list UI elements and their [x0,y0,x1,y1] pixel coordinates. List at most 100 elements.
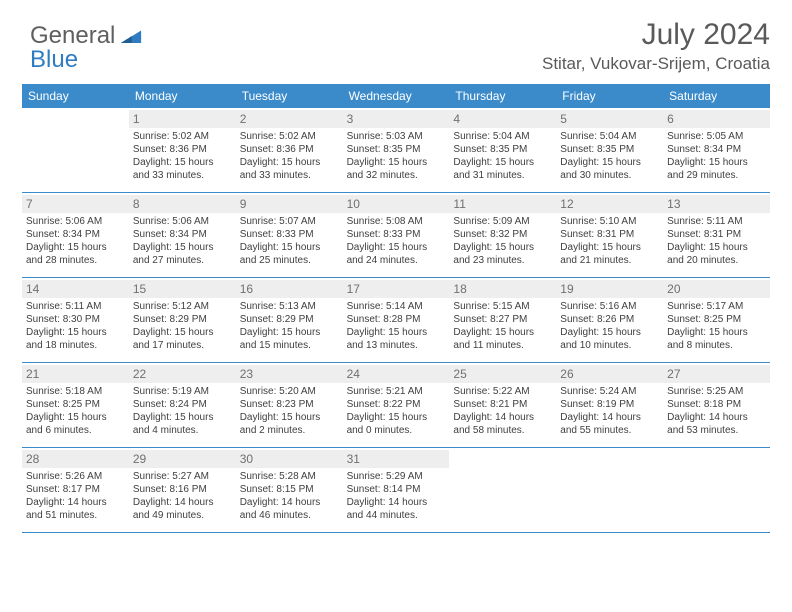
sunset-text: Sunset: 8:36 PM [240,143,339,156]
sunrise-text: Sunrise: 5:13 AM [240,300,339,313]
sunrise-text: Sunrise: 5:28 AM [240,470,339,483]
sunset-text: Sunset: 8:17 PM [26,483,125,496]
day-cell: 18Sunrise: 5:15 AMSunset: 8:27 PMDayligh… [449,278,556,362]
sunset-text: Sunset: 8:34 PM [667,143,766,156]
week-row: 14Sunrise: 5:11 AMSunset: 8:30 PMDayligh… [22,278,770,363]
day-cell: 24Sunrise: 5:21 AMSunset: 8:22 PMDayligh… [343,363,450,447]
day-cell: 1 Sunrise: 5:02 AMSunset: 8:36 PMDaylight… [129,108,236,192]
day-cell: 4Sunrise: 5:04 AMSunset: 8:35 PMDaylight… [449,108,556,192]
daylight-text: Daylight: 15 hours and 4 minutes. [133,411,232,437]
day-cell [449,448,556,532]
day-number: 27 [663,365,770,383]
day-info: Sunrise: 5:29 AMSunset: 8:14 PMDaylight:… [347,470,446,522]
day-header-row: Sunday Monday Tuesday Wednesday Thursday… [22,84,770,108]
sunset-text: Sunset: 8:15 PM [240,483,339,496]
daylight-text: Daylight: 14 hours and 49 minutes. [133,496,232,522]
day-number: 29 [129,450,236,468]
day-cell: 7Sunrise: 5:06 AMSunset: 8:34 PMDaylight… [22,193,129,277]
daylight-text: Daylight: 15 hours and 30 minutes. [560,156,659,182]
sunset-text: Sunset: 8:36 PM [133,143,232,156]
sunrise-text: Sunrise: 5:21 AM [347,385,446,398]
day-info: Sunrise: 5:11 AMSunset: 8:31 PMDaylight:… [667,215,766,267]
day-info: Sunrise: 5:26 AMSunset: 8:17 PMDaylight:… [26,470,125,522]
sunset-text: Sunset: 8:25 PM [26,398,125,411]
sunrise-text: Sunrise: 5:29 AM [347,470,446,483]
day-cell: 21Sunrise: 5:18 AMSunset: 8:25 PMDayligh… [22,363,129,447]
logo-text-b: Blue [30,46,78,73]
sunrise-text: Sunrise: 5:15 AM [453,300,552,313]
day-info: Sunrise: 5:09 AMSunset: 8:32 PMDaylight:… [453,215,552,267]
day-cell: 17Sunrise: 5:14 AMSunset: 8:28 PMDayligh… [343,278,450,362]
day-cell [22,108,129,192]
daylight-text: Daylight: 15 hours and 24 minutes. [347,241,446,267]
daylight-text: Daylight: 15 hours and 0 minutes. [347,411,446,437]
daylight-text: Daylight: 14 hours and 58 minutes. [453,411,552,437]
sunrise-text: Sunrise: 5:16 AM [560,300,659,313]
day-cell: 13 Sunrise: 5:11 AMSunset: 8:31 PMDayligh… [663,193,770,277]
day-number: 22 [129,365,236,383]
daylight-text: Daylight: 15 hours and 20 minutes. [667,241,766,267]
day-number: 13 [663,195,770,213]
sunrise-text: Sunrise: 5:17 AM [667,300,766,313]
sunset-text: Sunset: 8:35 PM [347,143,446,156]
sunrise-text: Sunrise: 5:11 AM [26,300,125,313]
daylight-text: Daylight: 15 hours and 2 minutes. [240,411,339,437]
day-info: Sunrise: 5:04 AMSunset: 8:35 PMDaylight:… [453,130,552,182]
day-cell: 15Sunrise: 5:12 AMSunset: 8:29 PMDayligh… [129,278,236,362]
daylight-text: Daylight: 15 hours and 31 minutes. [453,156,552,182]
sunset-text: Sunset: 8:18 PM [667,398,766,411]
day-info: Sunrise: 5:28 AMSunset: 8:15 PMDaylight:… [240,470,339,522]
daylight-text: Daylight: 15 hours and 33 minutes. [240,156,339,182]
daylight-text: Daylight: 14 hours and 46 minutes. [240,496,339,522]
day-cell: 5Sunrise: 5:04 AMSunset: 8:35 PMDaylight… [556,108,663,192]
sunset-text: Sunset: 8:29 PM [240,313,339,326]
day-info: Sunrise: 5:12 AMSunset: 8:29 PMDaylight:… [133,300,232,352]
sunrise-text: Sunrise: 5:02 AM [133,130,232,143]
day-cell: 9Sunrise: 5:07 AMSunset: 8:33 PMDaylight… [236,193,343,277]
day-info: Sunrise: 5:07 AMSunset: 8:33 PMDaylight:… [240,215,339,267]
day-number: 20 [663,280,770,298]
day-number: 1 [129,110,236,128]
day-header: Friday [556,84,663,108]
sunset-text: Sunset: 8:30 PM [26,313,125,326]
daylight-text: Daylight: 15 hours and 8 minutes. [667,326,766,352]
sunrise-text: Sunrise: 5:25 AM [667,385,766,398]
daylight-text: Daylight: 15 hours and 18 minutes. [26,326,125,352]
daylight-text: Daylight: 15 hours and 23 minutes. [453,241,552,267]
sunset-text: Sunset: 8:35 PM [453,143,552,156]
daylight-text: Daylight: 15 hours and 33 minutes. [133,156,232,182]
day-info: Sunrise: 5:11 AMSunset: 8:30 PMDaylight:… [26,300,125,352]
sunset-text: Sunset: 8:31 PM [667,228,766,241]
sunset-text: Sunset: 8:33 PM [240,228,339,241]
daylight-text: Daylight: 15 hours and 15 minutes. [240,326,339,352]
day-cell: 19Sunrise: 5:16 AMSunset: 8:26 PMDayligh… [556,278,663,362]
sunset-text: Sunset: 8:34 PM [133,228,232,241]
day-number: 12 [556,195,663,213]
day-info: Sunrise: 5:22 AMSunset: 8:21 PMDaylight:… [453,385,552,437]
sunrise-text: Sunrise: 5:03 AM [347,130,446,143]
day-number: 10 [343,195,450,213]
day-cell: 31Sunrise: 5:29 AMSunset: 8:14 PMDayligh… [343,448,450,532]
day-cell [663,448,770,532]
sunrise-text: Sunrise: 5:24 AM [560,385,659,398]
day-header: Saturday [663,84,770,108]
day-cell: 10Sunrise: 5:08 AMSunset: 8:33 PMDayligh… [343,193,450,277]
day-number: 30 [236,450,343,468]
day-number: 2 [236,110,343,128]
week-row: 1Sunrise: 5:02 AMSunset: 8:36 PMDaylight… [22,108,770,193]
week-row: 7Sunrise: 5:06 AMSunset: 8:34 PMDaylight… [22,193,770,278]
sunrise-text: Sunrise: 5:22 AM [453,385,552,398]
daylight-text: Daylight: 14 hours and 44 minutes. [347,496,446,522]
day-cell: 14Sunrise: 5:11 AMSunset: 8:30 PMDayligh… [22,278,129,362]
day-info: Sunrise: 5:24 AMSunset: 8:19 PMDaylight:… [560,385,659,437]
daylight-text: Daylight: 15 hours and 28 minutes. [26,241,125,267]
location: Stitar, Vukovar-Srijem, Croatia [542,54,770,74]
day-number: 28 [22,450,129,468]
daylight-text: Daylight: 15 hours and 17 minutes. [133,326,232,352]
title-block: July 2024 Stitar, Vukovar-Srijem, Croati… [542,18,770,74]
sunset-text: Sunset: 8:31 PM [560,228,659,241]
sunrise-text: Sunrise: 5:04 AM [453,130,552,143]
daylight-text: Daylight: 15 hours and 25 minutes. [240,241,339,267]
sunrise-text: Sunrise: 5:06 AM [133,215,232,228]
sunset-text: Sunset: 8:33 PM [347,228,446,241]
